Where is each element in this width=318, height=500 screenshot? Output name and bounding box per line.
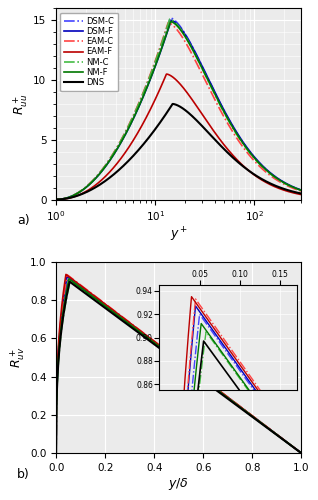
- X-axis label: $y/\delta$: $y/\delta$: [168, 476, 189, 492]
- Text: a): a): [17, 214, 30, 228]
- Y-axis label: $R^+_{uu}$: $R^+_{uu}$: [11, 93, 31, 114]
- X-axis label: $y^+$: $y^+$: [169, 226, 188, 244]
- Legend: DSM-C, DSM-F, EAM-C, EAM-F, NM-C, NM-F, DNS: DSM-C, DSM-F, EAM-C, EAM-F, NM-C, NM-F, …: [60, 12, 118, 92]
- Y-axis label: $R^+_{uv}$: $R^+_{uv}$: [8, 347, 27, 368]
- Text: b): b): [17, 468, 30, 481]
